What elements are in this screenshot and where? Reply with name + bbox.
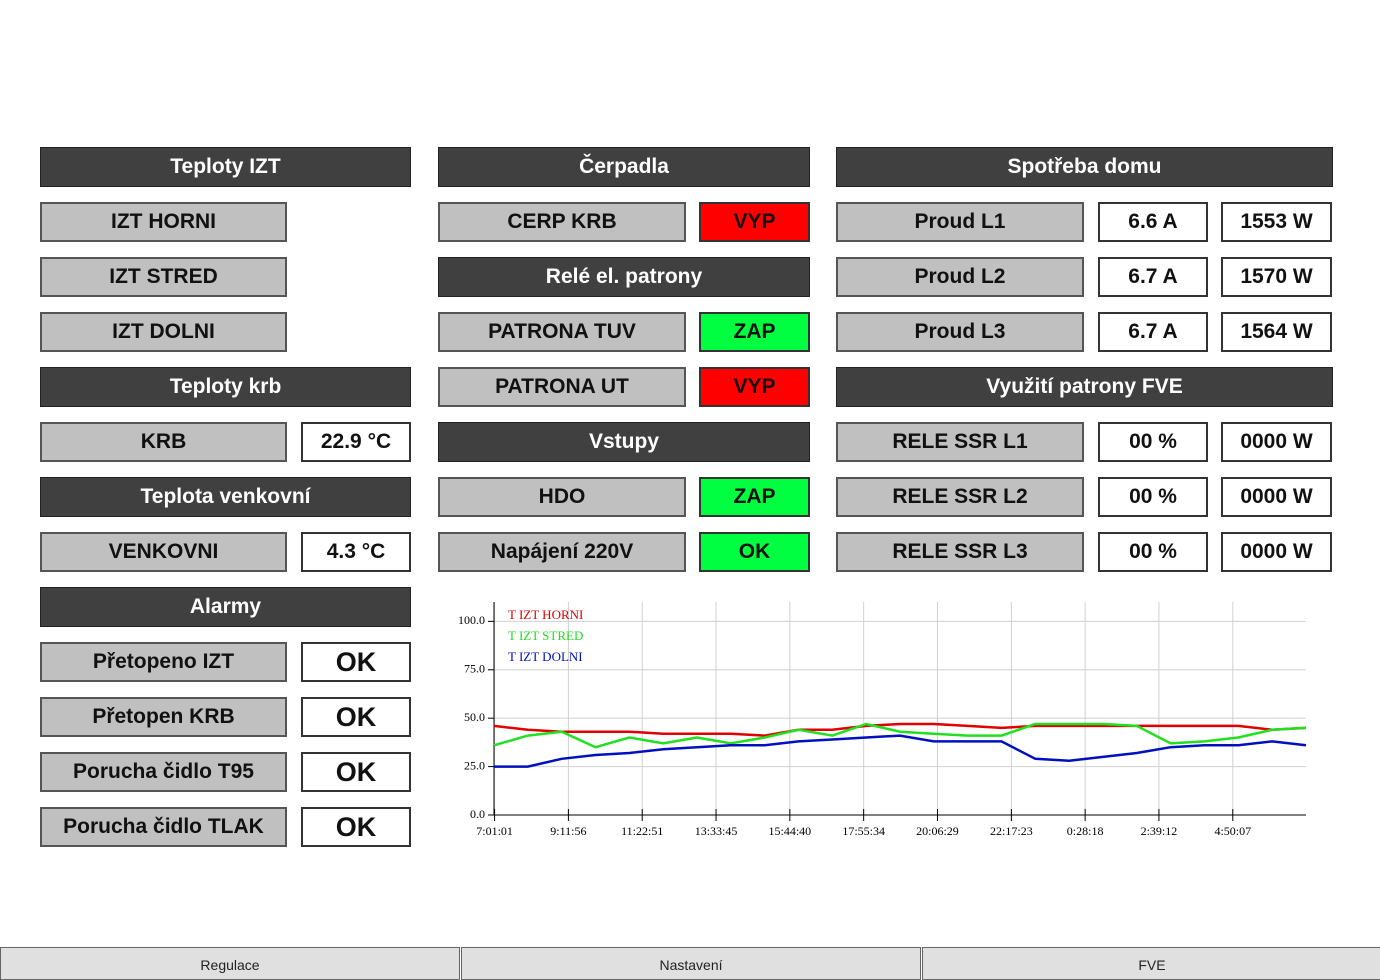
item-value: 6.6 A — [1098, 202, 1208, 242]
item-label: VENKOVNI — [40, 532, 287, 572]
x-tick-label: 9:11:56 — [550, 824, 586, 838]
x-tick-label: 15:44:40 — [769, 824, 812, 838]
item-label: RELE SSR L3 — [836, 532, 1084, 572]
item-label: Proud L1 — [836, 202, 1084, 242]
item-label: Porucha čidlo T95 — [40, 752, 287, 792]
x-tick-label: 4:50:07 — [1214, 824, 1251, 838]
item-label: IZT STRED — [40, 257, 287, 297]
item-value: 4.3 °C — [301, 532, 411, 572]
item-value: 1553 W — [1221, 202, 1332, 242]
item-value: ZAP — [699, 312, 810, 352]
series-line — [493, 722, 1307, 749]
section-header: Teploty IZT — [40, 147, 411, 187]
legend-entry: T IZT DOLNI — [508, 649, 583, 664]
y-tick-label: 25.0 — [464, 758, 485, 772]
item-value: VYP — [699, 367, 810, 407]
item-label: RELE SSR L2 — [836, 477, 1084, 517]
item-label: Napájení 220V — [438, 532, 686, 572]
x-tick-label: 0:28:18 — [1067, 824, 1104, 838]
item-value: VYP — [699, 202, 810, 242]
section-header: Relé el. patrony — [438, 257, 810, 297]
item-value: 00 % — [1098, 532, 1208, 572]
section-header: Alarmy — [40, 587, 411, 627]
item-label: HDO — [438, 477, 686, 517]
item-label: Proud L3 — [836, 312, 1084, 352]
x-tick-label: 13:33:45 — [695, 824, 738, 838]
y-tick-label: 0.0 — [470, 807, 485, 821]
item-label: Přetopeno IZT — [40, 642, 287, 682]
y-tick-label: 50.0 — [464, 710, 485, 724]
item-value: OK — [699, 532, 810, 572]
y-tick-label: 75.0 — [464, 662, 485, 676]
x-tick-label: 22:17:23 — [990, 824, 1033, 838]
x-tick-label: 11:22:51 — [621, 824, 663, 838]
item-label: IZT DOLNI — [40, 312, 287, 352]
item-value: ZAP — [699, 477, 810, 517]
legend-entry: T IZT HORNI — [508, 607, 583, 622]
nav-tab[interactable]: Nastavení — [461, 947, 921, 980]
item-label: CERP KRB — [438, 202, 686, 242]
nav-tab[interactable]: Regulace — [0, 947, 460, 980]
item-label: PATRONA UT — [438, 367, 686, 407]
item-value: 1564 W — [1221, 312, 1332, 352]
series-line — [493, 722, 1307, 737]
item-value: 0000 W — [1221, 532, 1332, 572]
item-label: Přetopen KRB — [40, 697, 287, 737]
nav-tab[interactable]: FVE — [922, 947, 1380, 980]
legend-entry: T IZT STRED — [508, 628, 583, 643]
x-tick-label: 2:39:12 — [1141, 824, 1178, 838]
y-tick-label: 100.0 — [458, 613, 485, 627]
item-value: 0000 W — [1221, 477, 1332, 517]
item-value: 00 % — [1098, 422, 1208, 462]
item-label: IZT HORNI — [40, 202, 287, 242]
x-tick-label: 17:55:34 — [842, 824, 885, 838]
section-header: Teplota venkovní — [40, 477, 411, 517]
x-tick-label: 20:06:29 — [916, 824, 959, 838]
trend-chart: 0.0 25.0 50.0 75.0 100.0 7:01:01 9:11:56 11:22:… — [458, 602, 1307, 838]
section-header: Využití patrony FVE — [836, 367, 1333, 407]
item-value: 6.7 A — [1098, 312, 1208, 352]
item-label: RELE SSR L1 — [836, 422, 1084, 462]
series-line — [494, 734, 1307, 768]
x-tick-label: 7:01:01 — [476, 824, 513, 838]
item-label: Porucha čidlo TLAK — [40, 807, 287, 847]
section-header: Vstupy — [438, 422, 810, 462]
item-value: OK — [301, 642, 411, 682]
item-value: 0000 W — [1221, 422, 1332, 462]
section-header: Čerpadla — [438, 147, 810, 187]
item-label: KRB — [40, 422, 287, 462]
item-value: 6.7 A — [1098, 257, 1208, 297]
section-header: Spotřeba domu — [836, 147, 1333, 187]
item-value: OK — [301, 697, 411, 737]
item-value: 1570 W — [1221, 257, 1332, 297]
item-value: OK — [301, 752, 411, 792]
item-value: OK — [301, 807, 411, 847]
item-label: Proud L2 — [836, 257, 1084, 297]
item-value: 00 % — [1098, 477, 1208, 517]
item-label: PATRONA TUV — [438, 312, 686, 352]
item-value: 22.9 °C — [301, 422, 411, 462]
section-header: Teploty krb — [40, 367, 411, 407]
